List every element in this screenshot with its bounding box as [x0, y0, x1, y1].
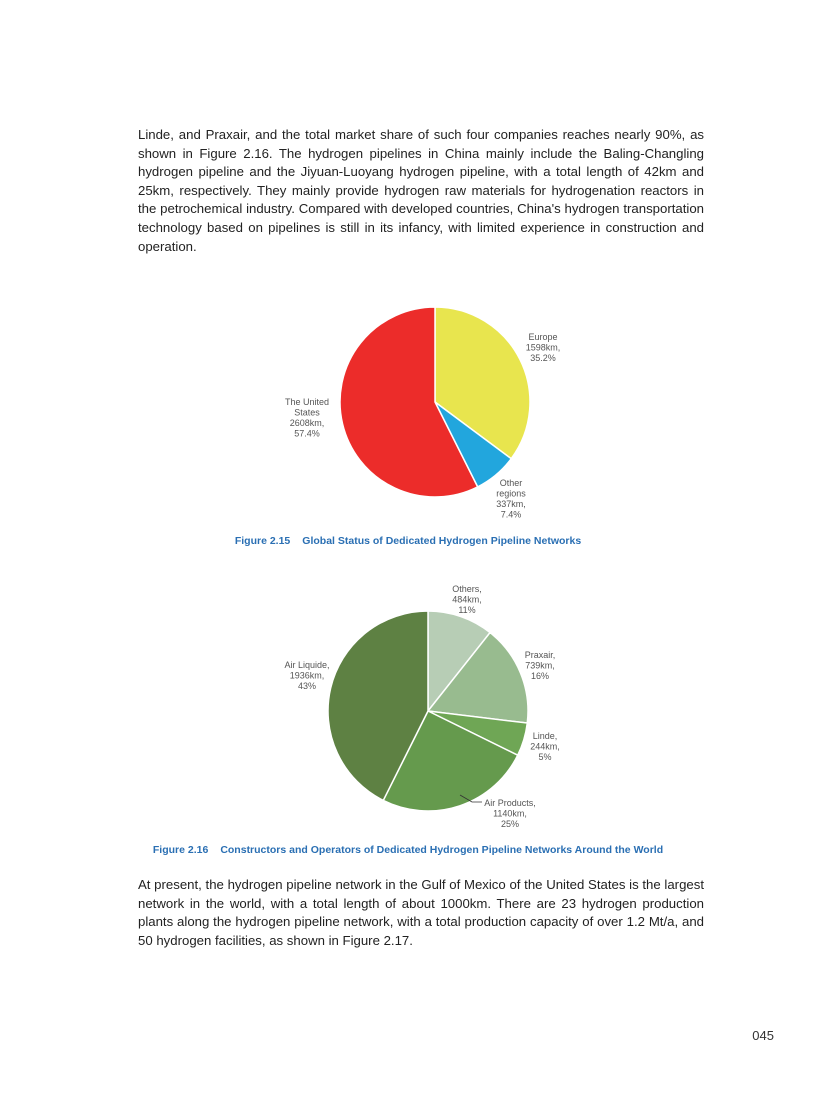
paragraph-intro: Linde, and Praxair, and the total market…: [138, 127, 704, 254]
page-number: 045: [752, 1028, 774, 1043]
pie-slice: [434, 306, 531, 460]
figure-title: Global Status of Dedicated Hydrogen Pipe…: [302, 535, 582, 547]
slice-label: Air Liquide, 1936km, 43%: [284, 660, 329, 691]
figure-number: Figure 2.15: [234, 535, 291, 547]
figure-caption-2-16: Figure 2.16 Constructors and Operators of…: [0, 844, 816, 856]
pie-slice: [427, 610, 492, 714]
figure-caption-2-15: Figure 2.15 Global Status of Dedicated Hy…: [0, 535, 816, 547]
figure-title: Constructors and Operators of Dedicated …: [220, 844, 664, 856]
slice-label: Air Products, 1140km, 25%: [484, 798, 536, 829]
paragraph-gulf: At present, the hydrogen pipeline networ…: [138, 877, 704, 948]
pie-slice: [426, 631, 529, 724]
pie-slice: [327, 610, 429, 802]
pie-slice: [382, 709, 519, 812]
slice-label: Others, 484km, 11%: [452, 584, 482, 615]
slice-label: The United States 2608km, 57.4%: [285, 397, 329, 439]
pie-slice: [339, 306, 479, 498]
slice-label: Linde, 244km, 5%: [530, 731, 560, 762]
slice-label: Other regions 337km, 7.4%: [496, 478, 526, 520]
slice-label: Praxair, 739km, 16%: [525, 650, 556, 681]
figure-number: Figure 2.16: [152, 844, 209, 856]
leader-line: [459, 794, 482, 803]
slice-label: Europe 1598km, 35.2%: [526, 332, 561, 363]
